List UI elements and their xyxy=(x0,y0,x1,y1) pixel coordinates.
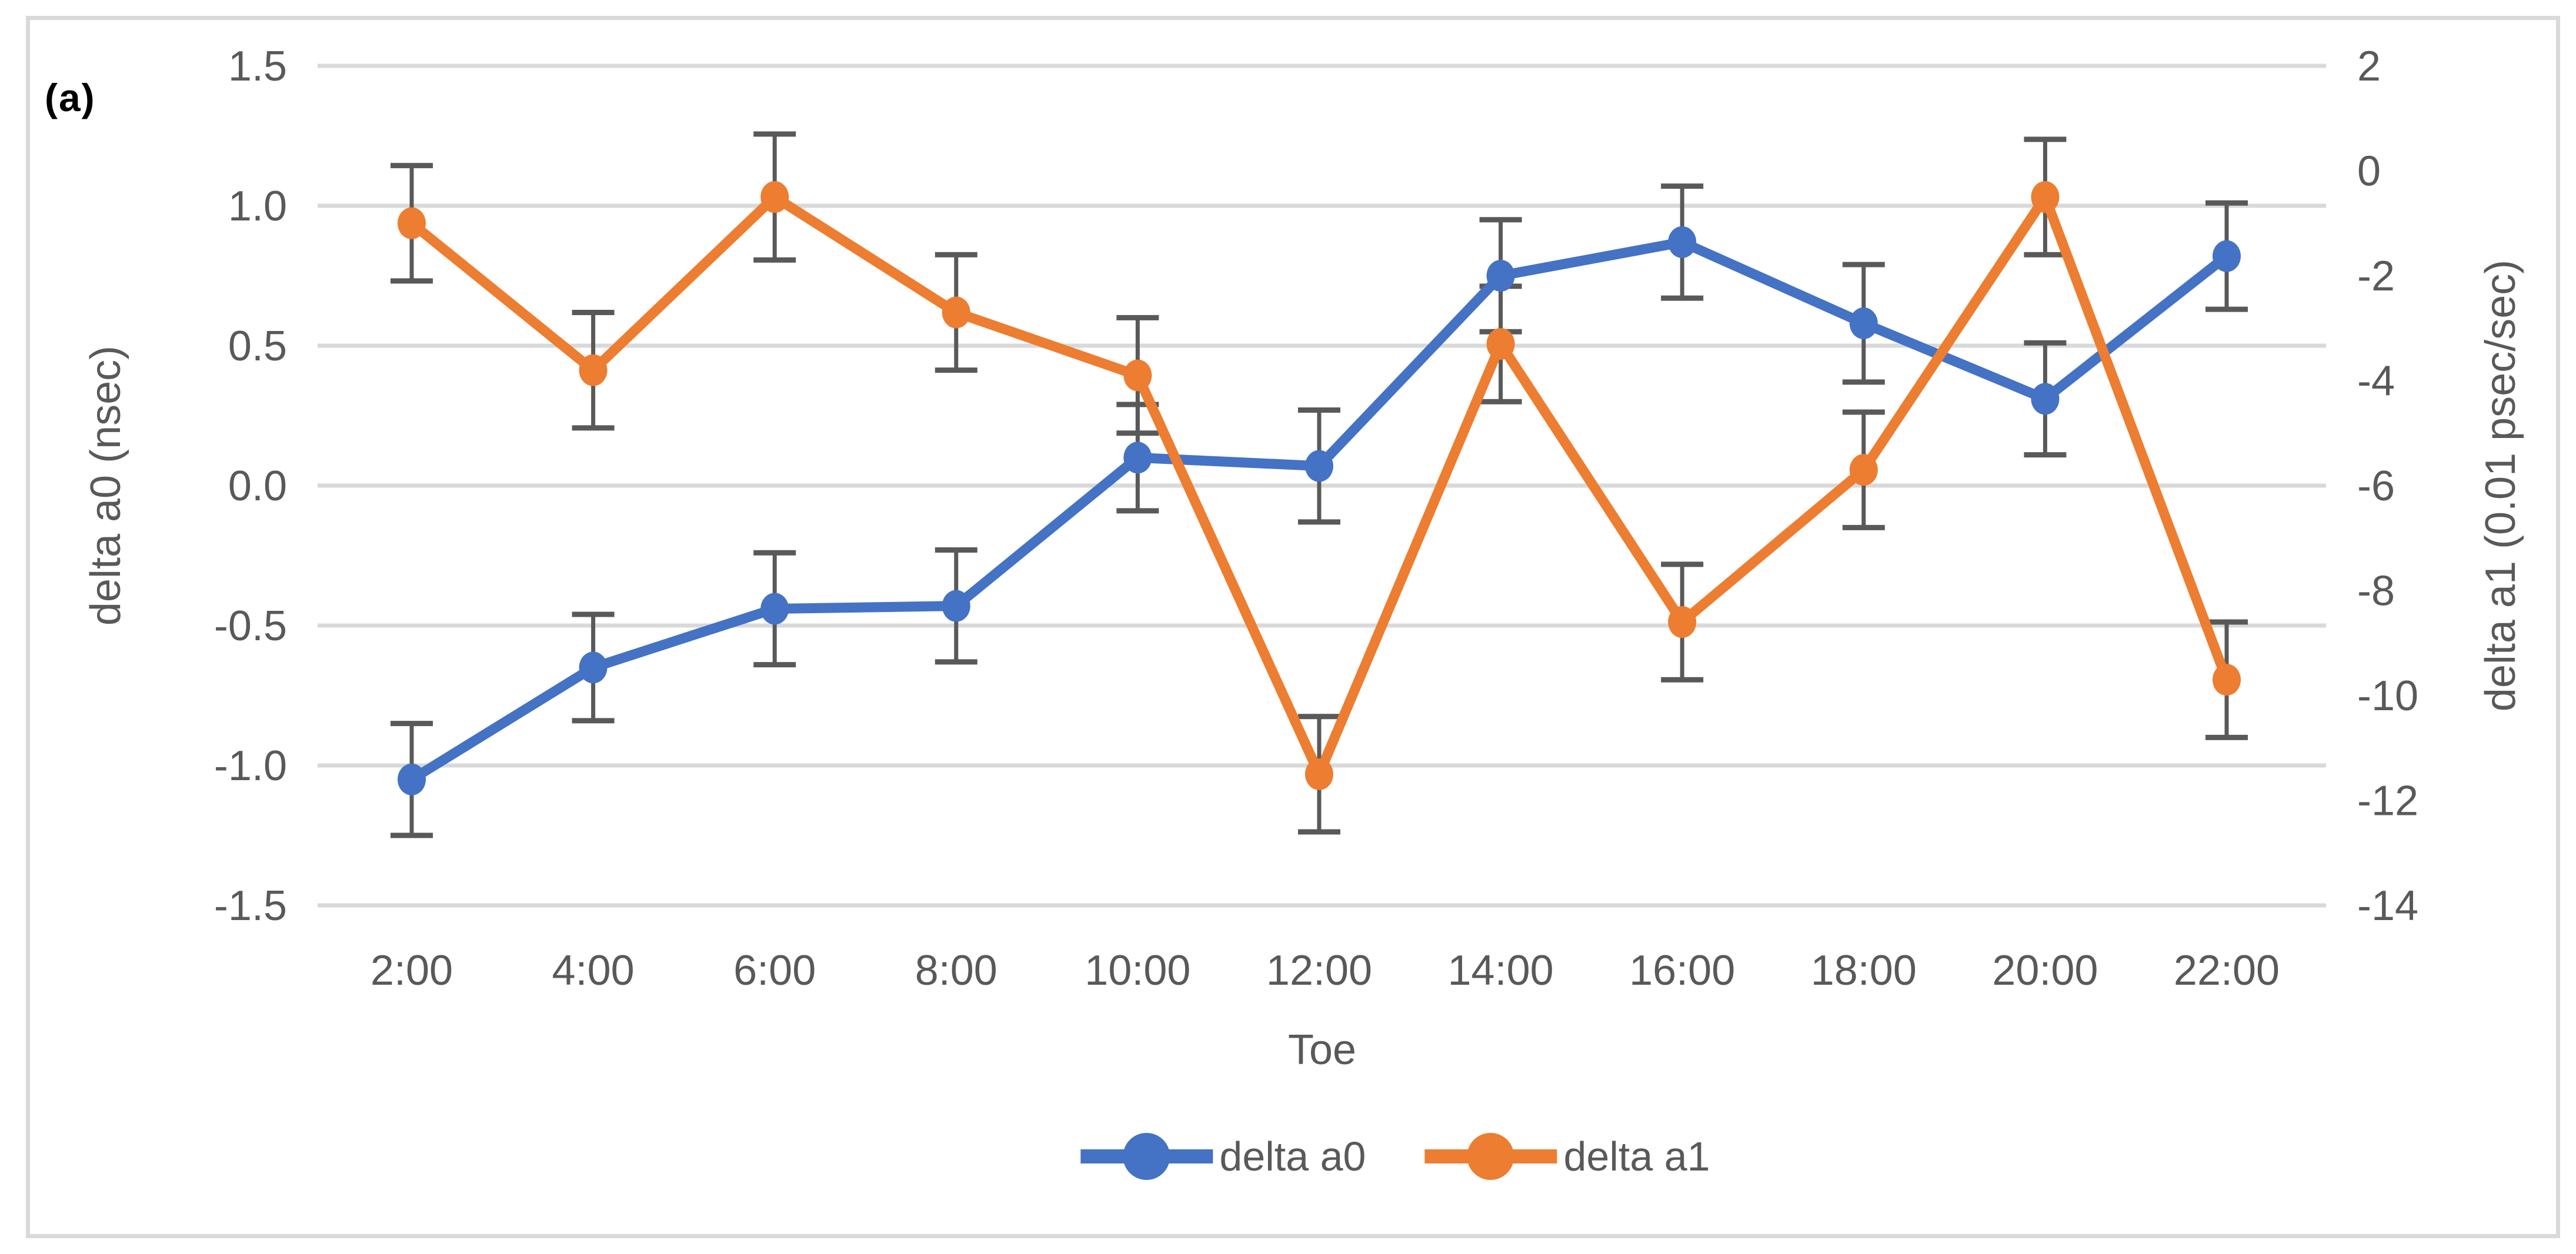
right-axis-tick-label: 2 xyxy=(2357,43,2381,90)
data-point-marker xyxy=(1849,307,1878,339)
right-axis-tick-label: -2 xyxy=(2357,253,2395,300)
panel-label: (a) xyxy=(45,76,96,119)
right-axis-tick-label: -4 xyxy=(2357,358,2395,405)
data-point-marker xyxy=(579,651,608,684)
right-axis-ticks: 2 0 -2 -4 -6 -8 -10 -12 -14 xyxy=(2357,43,2418,929)
figure-border xyxy=(26,16,2560,1238)
left-axis-tick-label: -0.5 xyxy=(214,603,287,650)
data-point-marker xyxy=(760,593,789,625)
x-axis-tick-label: 12:00 xyxy=(1266,947,1372,994)
right-axis-tick-label: -6 xyxy=(2357,463,2395,510)
x-axis-tick-label: 10:00 xyxy=(1085,947,1190,994)
data-point-marker xyxy=(1849,454,1878,486)
gridlines xyxy=(318,63,2326,908)
x-axis-tick-label: 18:00 xyxy=(1811,947,1917,994)
right-axis-tick-label: -12 xyxy=(2357,778,2418,825)
x-axis-tick-label: 20:00 xyxy=(1992,947,2098,994)
data-point-marker xyxy=(2031,181,2060,213)
x-axis-tick-label: 22:00 xyxy=(2174,947,2280,994)
data-point-marker xyxy=(1123,442,1152,474)
series-markers-delta-a1 xyxy=(398,181,2241,790)
legend-item-delta-a0: delta a0 xyxy=(1077,1127,1366,1186)
x-axis-tick-label: 8:00 xyxy=(915,947,997,994)
data-point-marker xyxy=(1305,450,1333,482)
data-point-marker xyxy=(1305,758,1333,790)
data-point-marker xyxy=(398,763,426,795)
left-axis-tick-label: -1.5 xyxy=(214,882,287,929)
x-axis-ticks: 2:00 4:00 6:00 8:00 10:00 12:00 14:00 16:00 18:0… xyxy=(371,947,2280,994)
legend-marker-delta-a0-icon xyxy=(1080,1133,1213,1180)
legend-item-delta-a1: delta a1 xyxy=(1422,1127,1710,1186)
data-point-marker xyxy=(2213,664,2241,696)
data-point-marker xyxy=(1486,328,1515,360)
data-point-marker xyxy=(2213,240,2241,272)
data-point-marker xyxy=(760,181,789,213)
left-axis-title: delta a0 (nsec) xyxy=(82,345,129,626)
right-axis-tick-label: 0 xyxy=(2357,148,2381,195)
right-axis-tick-label: -10 xyxy=(2357,673,2418,720)
series-markers-delta-a0 xyxy=(398,226,2241,795)
data-point-marker xyxy=(1486,260,1515,292)
data-point-marker xyxy=(1668,606,1697,638)
right-axis-tick-label: -8 xyxy=(2357,568,2395,615)
x-axis-tick-label: 16:00 xyxy=(1629,947,1735,994)
data-point-marker xyxy=(398,207,426,239)
x-axis-tick-label: 14:00 xyxy=(1448,947,1554,994)
right-axis-tick-label: -14 xyxy=(2357,882,2418,929)
right-axis-title: delta a1 (0.01 psec/sec) xyxy=(2477,259,2524,712)
legend-marker-delta-a1-icon xyxy=(1424,1133,1557,1180)
left-axis-tick-label: -1.0 xyxy=(214,743,287,790)
left-axis-tick-label: 0.5 xyxy=(228,323,287,370)
data-point-marker xyxy=(2031,383,2060,415)
left-axis-tick-label: 0.0 xyxy=(228,463,287,510)
legend-label-delta-a1: delta a1 xyxy=(1563,1133,1710,1179)
data-point-marker xyxy=(579,354,608,386)
x-axis-title: Toe xyxy=(1287,1026,1357,1074)
legend: delta a0 delta a1 xyxy=(1077,1127,1710,1186)
left-axis-ticks: 1.5 1.0 0.5 0.0 -0.5 -1.0 -1.5 xyxy=(214,43,287,929)
data-point-marker xyxy=(1123,359,1152,392)
x-axis-tick-label: 6:00 xyxy=(733,947,816,994)
x-axis-tick-label: 2:00 xyxy=(371,947,453,994)
x-axis-tick-label: 4:00 xyxy=(552,947,635,994)
data-point-marker xyxy=(1668,226,1697,258)
left-axis-tick-label: 1.5 xyxy=(228,43,287,90)
left-axis-tick-label: 1.0 xyxy=(228,183,287,230)
data-point-marker xyxy=(942,590,970,622)
legend-label-delta-a0: delta a0 xyxy=(1219,1133,1366,1179)
data-point-marker xyxy=(942,296,970,329)
